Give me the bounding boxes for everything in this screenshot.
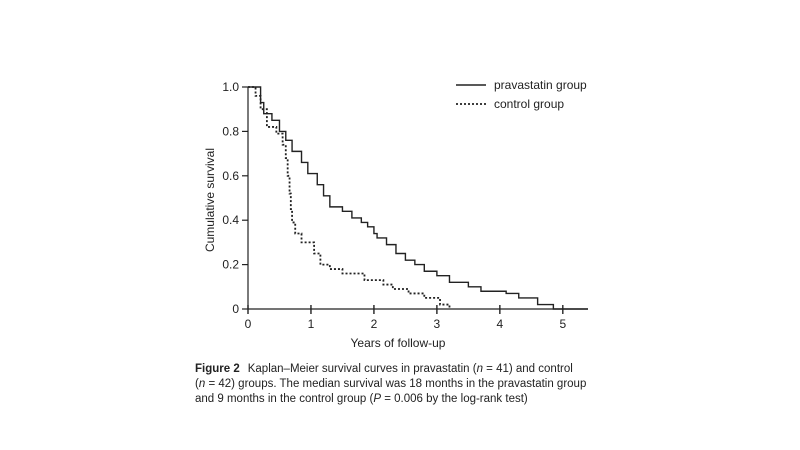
y-tick-label: 0.8 [222, 124, 239, 138]
caption-p: P [373, 393, 382, 405]
y-tick-label: 0.4 [222, 213, 239, 227]
legend: pravastatin group control group [456, 78, 587, 111]
axes: 0 0.2 0.4 0.6 0.8 1.0 0 1 2 3 4 5 Years of follow-up… [203, 80, 588, 350]
legend-label-pravastatin: pravastatin group [494, 78, 587, 92]
y-tick-label: 0.6 [222, 169, 239, 183]
caption-text-1: Kaplan–Meier survival curves in pravasta… [247, 363, 477, 375]
caption-text-2: = 41) and control [482, 363, 573, 375]
kaplan-meier-chart: 0 0.2 0.4 0.6 0.8 1.0 0 1 2 3 4 5 Years of follow-up… [203, 78, 588, 350]
caption-n2: n [198, 378, 206, 390]
y-tick-label: 0.2 [222, 258, 239, 272]
x-axis-title: Years of follow-up [351, 336, 446, 350]
caption-text-4: = 42) groups. The median survival was 18… [205, 378, 587, 390]
figure-label: Figure 2 [195, 363, 240, 375]
y-tick-label: 0 [232, 302, 239, 316]
x-tick-label: 4 [497, 317, 504, 331]
x-tick-label: 2 [371, 317, 378, 331]
x-tick-label: 1 [308, 317, 315, 331]
figure-caption: Figure 2 Kaplan–Meier survival curves in … [195, 362, 625, 407]
caption-n1: n [476, 363, 483, 375]
y-axis-title: Cumulative survival [203, 148, 217, 252]
caption-text-6: = 0.006 by the log-rank test) [381, 393, 528, 405]
legend-label-control: control group [494, 97, 564, 111]
caption-text-3: ( [195, 378, 199, 390]
series-layer [248, 86, 588, 310]
x-tick-label: 5 [559, 317, 566, 331]
pravastatin-curve [248, 86, 588, 310]
caption-text-5: and 9 months in the control group ( [195, 393, 374, 405]
control-curve [248, 86, 451, 309]
x-tick-label: 3 [434, 317, 441, 331]
x-tick-label: 0 [245, 317, 252, 331]
y-tick-label: 1.0 [222, 80, 239, 94]
